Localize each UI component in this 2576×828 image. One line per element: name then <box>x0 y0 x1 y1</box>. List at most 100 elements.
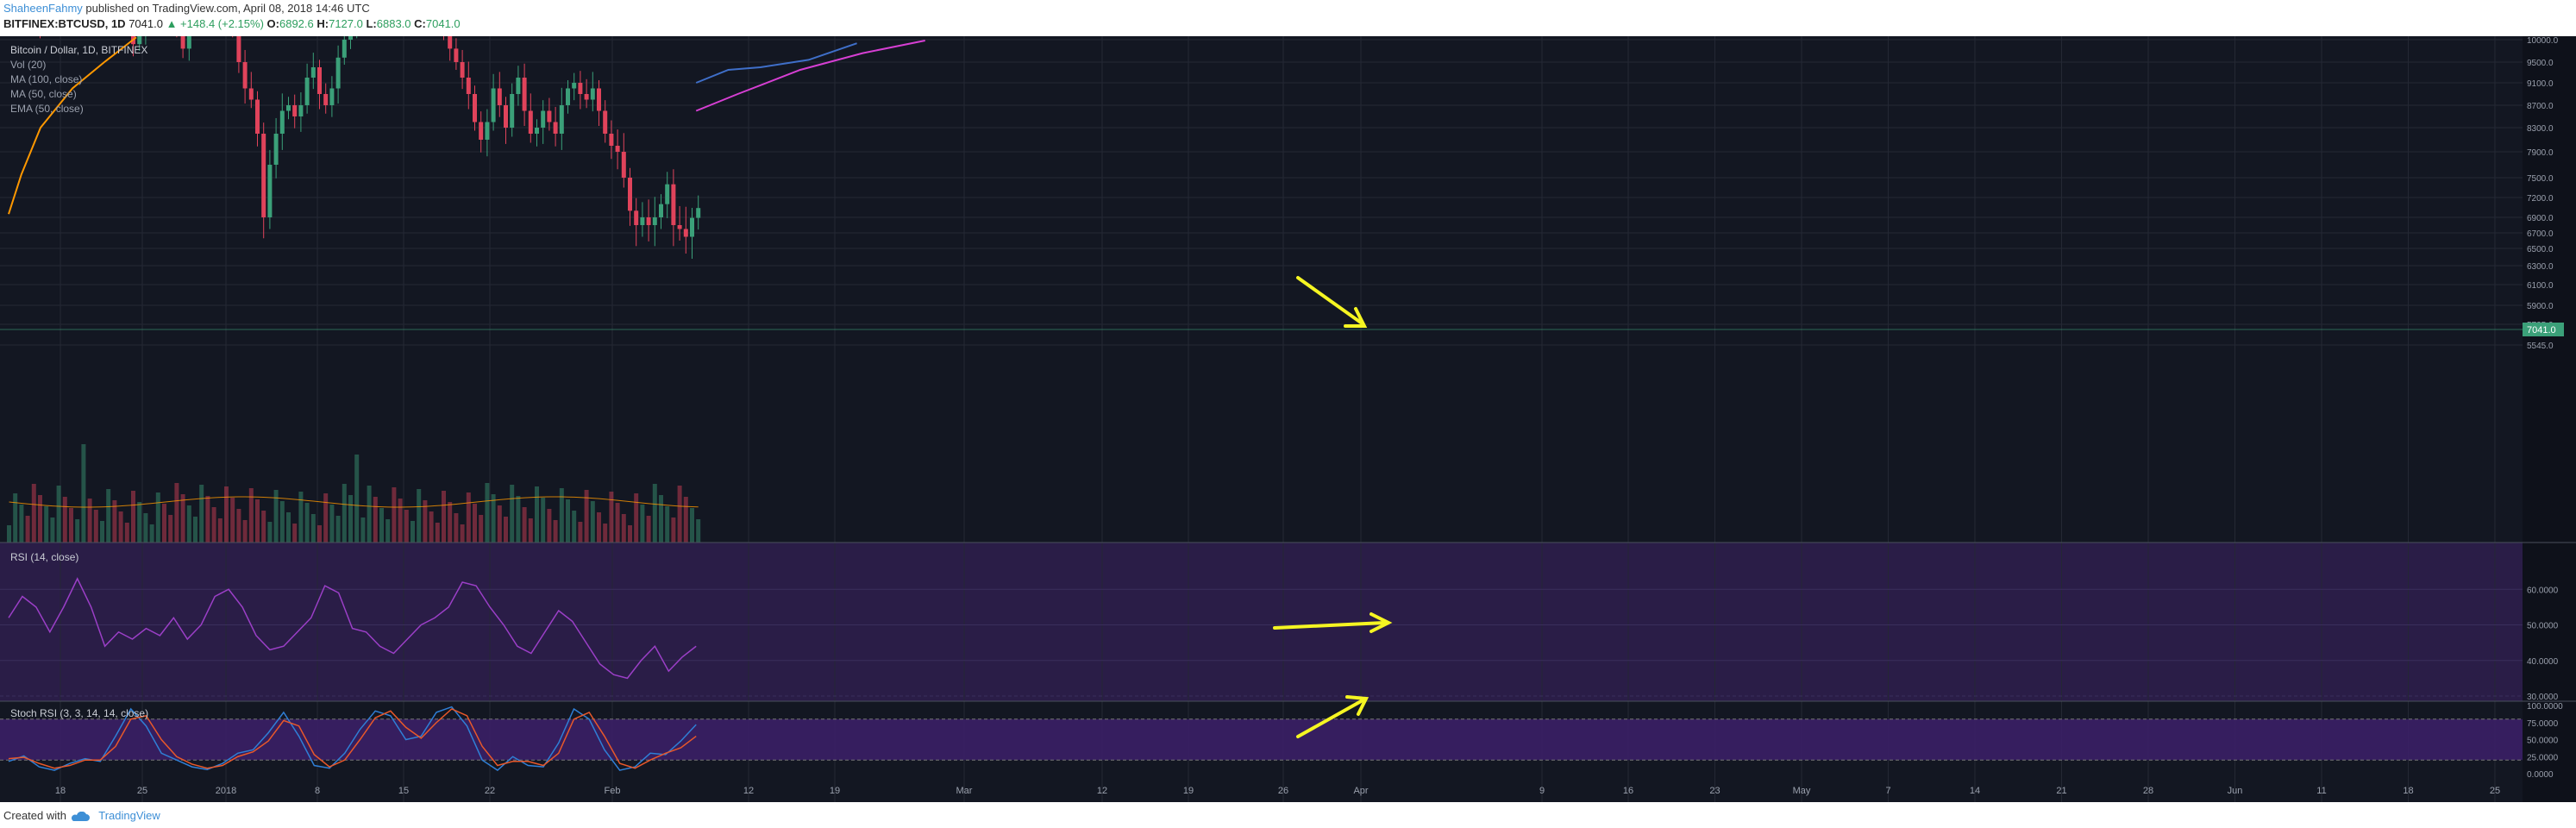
volume-bar <box>292 524 298 543</box>
stoch-band <box>0 718 2523 761</box>
candle-body <box>267 165 273 217</box>
candle-body <box>348 36 353 40</box>
volume-bar <box>423 500 428 543</box>
volume-bar <box>13 493 18 543</box>
volume-bar <box>112 500 117 543</box>
x-tick-label: May <box>1793 786 1811 796</box>
price-arrow-head[interactable] <box>1344 307 1368 328</box>
volume-bar <box>87 499 92 543</box>
footer: Created with TradingView <box>0 802 2576 828</box>
candle-body <box>473 94 477 122</box>
legend-ma50: MA (50, close) <box>10 88 77 100</box>
price-pane[interactable] <box>0 36 2523 543</box>
candle-body <box>609 134 614 146</box>
x-tick-label: 7 <box>1885 786 1890 796</box>
candle-body <box>634 210 639 225</box>
x-tick-label: 22 <box>485 786 495 796</box>
legend-title: Bitcoin / Dollar, 1D, BITFINEX <box>10 44 147 56</box>
stoch-arrow[interactable] <box>1296 699 1364 738</box>
price-axis[interactable] <box>2523 36 2576 802</box>
candle-body <box>510 94 515 128</box>
candle-body <box>310 67 316 78</box>
price-tick-label: 5545.0 <box>2527 342 2554 351</box>
volume-bars <box>7 444 701 543</box>
volume-bar <box>354 455 360 543</box>
stoch-tick-label: 25.0000 <box>2527 753 2559 762</box>
volume-bar <box>38 495 42 543</box>
stoch-d-line <box>8 708 697 769</box>
volume-bar <box>590 501 595 543</box>
volume-bar <box>522 507 527 543</box>
candle-body <box>261 134 266 217</box>
open-value: 6892.6 <box>279 17 314 30</box>
candle-body <box>628 178 632 211</box>
annotation-arrows[interactable] <box>1273 276 1393 738</box>
price-tick-label: 6700.0 <box>2527 229 2554 239</box>
volume-bar <box>342 484 347 543</box>
candle-body <box>323 94 329 105</box>
stoch-plot <box>8 706 697 771</box>
rsi-arrow-head[interactable] <box>1369 612 1393 633</box>
candle-body <box>466 78 471 94</box>
candle-body <box>516 78 521 94</box>
volume-bar <box>379 508 384 543</box>
candle-body <box>292 105 298 116</box>
rsi-arrow[interactable] <box>1273 621 1386 630</box>
volume-bar <box>491 494 496 543</box>
volume-bar <box>106 489 111 543</box>
price-tick-label: 6900.0 <box>2527 214 2554 223</box>
volume-bar <box>373 497 378 543</box>
x-tick-label: 16 <box>1623 786 1633 796</box>
volume-bar <box>50 518 55 543</box>
x-tick-label: Jun <box>2228 786 2243 796</box>
low-label: L: <box>366 17 377 30</box>
rsi-pane[interactable] <box>0 543 2523 701</box>
volume-bar <box>392 487 397 543</box>
candle-body <box>273 134 279 165</box>
price-tick-label: 7200.0 <box>2527 194 2554 204</box>
candle-body <box>286 105 291 111</box>
volume-bar <box>479 515 484 543</box>
tradingview-link[interactable]: TradingView <box>98 809 160 822</box>
price-tick-label: 8700.0 <box>2527 102 2554 111</box>
volume-bar <box>323 493 329 543</box>
volume-bar <box>317 525 322 543</box>
volume-bar <box>19 505 24 543</box>
volume-bar <box>193 517 197 543</box>
volume-bar <box>69 508 73 543</box>
chart-canvas[interactable]: 18 25 2018 8 15 22 Feb 12 19 Mar 12 19 26 Apr 9 16 23 May… <box>0 36 2576 802</box>
volume-bar <box>155 492 160 543</box>
volume-bar <box>528 518 533 543</box>
price-badge <box>2523 323 2564 336</box>
candle-body <box>317 67 322 94</box>
candle-body <box>566 88 570 105</box>
symbol-line: BITFINEX:BTCUSD, 1D 7041.0 ▲ +148.4 (+2.… <box>3 17 461 30</box>
ma100-line <box>695 42 857 84</box>
candle-body <box>671 184 676 225</box>
volume-bar <box>348 495 353 543</box>
candle-body <box>690 217 694 237</box>
volume-bar <box>242 520 248 543</box>
volume-bar <box>547 509 552 543</box>
candle-body <box>541 110 546 128</box>
candle-body <box>504 105 508 128</box>
grid-lines <box>0 36 2523 802</box>
candle-body <box>342 40 347 58</box>
volume-bar <box>535 486 539 543</box>
high-value: 7127.0 <box>329 17 363 30</box>
candle-body <box>659 204 663 217</box>
indicator-lines <box>8 36 925 215</box>
candle-body <box>329 88 335 105</box>
open-label: O: <box>266 17 279 30</box>
price-tick-label: 6500.0 <box>2527 245 2554 254</box>
rsi-tick-label: 40.0000 <box>2527 657 2559 667</box>
author-link[interactable]: ShaheenFahmy <box>3 2 83 15</box>
x-tick-label: 15 <box>398 786 409 796</box>
x-tick-label: 28 <box>2143 786 2153 796</box>
x-tick-label: 18 <box>2403 786 2413 796</box>
candle-body <box>665 184 670 204</box>
stoch-arrow-head[interactable] <box>1345 695 1369 716</box>
price-arrow[interactable] <box>1296 276 1363 324</box>
volume-bar <box>460 524 465 543</box>
candle-body <box>335 57 341 89</box>
